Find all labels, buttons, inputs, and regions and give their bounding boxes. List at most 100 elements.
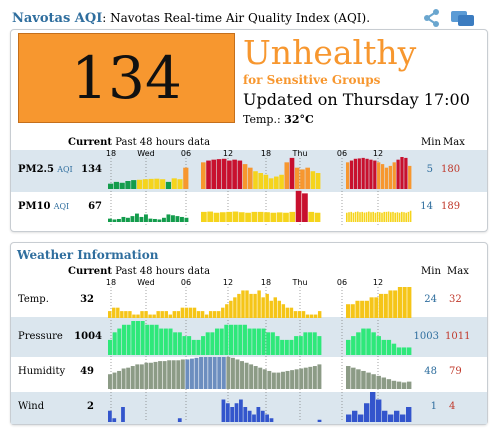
pressure-bar <box>149 324 154 355</box>
pressure-bar <box>266 332 271 355</box>
embed-icon[interactable] <box>450 8 476 28</box>
temp-bar <box>273 297 277 318</box>
pm25-bar <box>294 167 300 189</box>
wind-bar <box>243 407 248 422</box>
temp-bar <box>346 304 351 318</box>
temp-bar <box>388 290 393 318</box>
pm10-bar <box>352 212 355 222</box>
humidity-bar <box>112 372 117 389</box>
temp-bar <box>225 304 229 318</box>
temp-value: 32°C <box>284 113 314 126</box>
pm10-bar <box>295 190 302 222</box>
pm10-bar <box>175 216 180 222</box>
wind-bar <box>230 407 235 422</box>
pressure-bar <box>406 347 412 355</box>
humidity-bar <box>356 369 361 389</box>
humidity-bar <box>139 364 144 389</box>
wind-bar <box>112 418 117 422</box>
wind-bar <box>260 410 265 422</box>
humidity-bar <box>162 361 167 389</box>
temp-bar <box>374 297 379 318</box>
temp-bar <box>132 314 136 318</box>
temp-label: Temp.: <box>243 113 281 126</box>
temp-bar <box>289 307 294 318</box>
humidity-bar <box>361 370 366 389</box>
page-header: Navotas AQI: Navotas Real-time Air Quali… <box>12 6 484 30</box>
pollutant-tick-label: Thu <box>291 149 307 158</box>
temp-bar <box>128 311 132 318</box>
humidity-bar <box>391 380 397 389</box>
weather-tick-label: 06 <box>181 278 191 287</box>
humidity-bar <box>212 357 217 389</box>
pressure-bar <box>131 321 136 355</box>
pm25-bar <box>310 171 316 189</box>
site-title[interactable]: Navotas AQI <box>12 11 103 26</box>
pm25-bar <box>384 167 389 189</box>
pm10-bar <box>346 212 348 222</box>
humidity-bar <box>235 359 240 389</box>
pressure-bar <box>396 347 402 355</box>
humidity-bar <box>226 357 231 389</box>
temp-bar <box>293 311 298 318</box>
pm10-bar <box>126 217 130 222</box>
pm25-sub: AQI <box>57 165 73 174</box>
weather-col-header: Current Past 48 hours data <box>68 266 210 278</box>
temp-bar <box>184 307 189 318</box>
pm25-bar <box>300 169 305 189</box>
pm10-bar <box>398 212 401 222</box>
update-time: Updated on Thursday 17:00 <box>243 90 470 109</box>
pm25-bar <box>113 181 119 189</box>
temp-bar <box>120 311 124 318</box>
share-icon[interactable] <box>422 8 442 28</box>
humidity-bar <box>299 368 304 389</box>
weather-tick-label: Wed <box>137 278 154 287</box>
wind-row-min: 1 <box>430 401 437 412</box>
temp-bar <box>265 293 269 318</box>
pm10-sub: AQI <box>53 202 70 211</box>
wind-bar <box>269 418 274 422</box>
weather-col-past: Past 48 hours data <box>115 266 211 277</box>
temp-bar <box>402 287 407 318</box>
humidity-bar <box>208 357 213 389</box>
temp-bar <box>383 293 388 318</box>
pm25-bar <box>216 159 222 189</box>
pm25-bar <box>232 159 237 189</box>
humidity-bar <box>346 366 351 389</box>
pm25-bar <box>206 160 211 189</box>
pressure-bar <box>191 339 196 355</box>
humidity-bar <box>185 359 190 389</box>
humidity-bar <box>290 370 295 389</box>
humidity-bar <box>144 362 149 389</box>
temp-bar <box>249 293 253 318</box>
humidity-bar <box>401 382 407 389</box>
wind-row-max: 4 <box>449 401 456 412</box>
humidity-bar <box>351 367 356 389</box>
temp-bar <box>172 311 177 318</box>
temp-bar <box>156 311 160 318</box>
pm25-bar <box>365 158 369 189</box>
temp-bar <box>229 300 233 318</box>
pressure-bar <box>356 332 361 355</box>
humidity-row-label: Humidity <box>18 366 66 377</box>
pm10-bar <box>270 212 277 222</box>
pm25-bar <box>346 162 350 189</box>
pm10-bar <box>144 214 148 222</box>
temp-bar <box>188 307 193 318</box>
pressure-bar <box>187 336 192 355</box>
pressure-bar <box>386 339 392 355</box>
pm25-bar <box>136 179 143 189</box>
pm10-bar <box>361 211 363 222</box>
wind-bar <box>346 414 352 422</box>
pollutant-tick-label: 06 <box>337 149 347 158</box>
pressure-row-current: 1004 <box>74 331 102 342</box>
pressure-bar <box>108 339 113 355</box>
temp-bar <box>305 314 310 318</box>
pressure-bar <box>312 332 317 355</box>
pressure-bar <box>210 332 215 355</box>
pm10-bar <box>226 211 232 222</box>
temp-bar <box>208 311 213 318</box>
humidity-bar <box>262 369 267 389</box>
pm25-bar <box>373 160 377 189</box>
wind-bar <box>370 392 376 422</box>
